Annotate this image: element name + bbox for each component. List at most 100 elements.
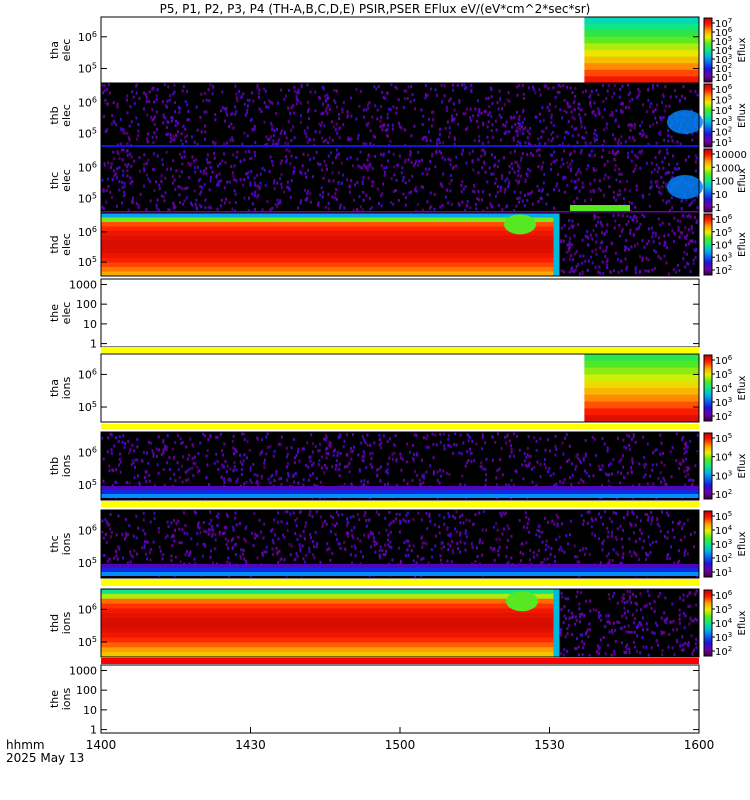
heatmap-cell [646,442,649,446]
heatmap-cell [385,165,388,169]
heatmap-cell [568,219,571,223]
heatmap-cell [162,553,165,557]
heatmap-cell [548,102,551,106]
heatmap-cell [103,89,106,93]
heatmap-cell [143,476,146,480]
heatmap-cell [311,175,314,179]
heatmap-cell [381,548,384,552]
heatmap-cell [172,92,175,96]
heatmap-cell [684,235,687,239]
heatmap-cell [127,208,130,212]
heatmap-cell [290,128,293,132]
heatmap-cell [539,475,542,479]
heatmap-cell [343,482,346,486]
heatmap-cell [612,458,615,462]
heatmap-cell [216,174,219,178]
heatmap-cell [673,232,676,236]
heatmap-cell [594,128,597,132]
heatmap-cell [322,111,325,115]
heatmap-cell [653,249,656,253]
heatmap-cell [279,131,282,135]
heatmap-cell [110,433,113,437]
heatmap-cell [552,206,555,210]
heatmap-cell [600,223,603,227]
heatmap-cell [308,116,311,120]
heatmap-cell [665,104,668,108]
heatmap-cell [550,547,553,551]
heatmap-cell [511,167,514,171]
heatmap-cell [151,87,154,91]
heatmap-cell [299,549,302,553]
heatmap-cell [127,440,130,444]
heatmap-cell [353,526,356,530]
heatmap-cell [235,480,238,484]
heatmap-cell [114,172,117,176]
heatmap-cell [634,268,637,272]
heatmap-cell [413,433,416,437]
heatmap-cell [165,133,168,137]
heatmap-cell [669,95,672,99]
heatmap-cell [618,189,621,193]
heatmap-cell [471,160,474,164]
heatmap-cell [395,459,398,463]
heatmap-cell [588,510,591,514]
heatmap-cell [169,140,172,144]
heatmap-cell [120,127,123,131]
y-tick-label: 105 [78,61,97,75]
heatmap-cell [499,96,502,100]
heatmap-cell [541,530,544,534]
heatmap-cell [355,207,358,211]
heatmap-cell [278,477,281,481]
heatmap-cell [689,439,692,443]
heatmap-cell [458,533,461,537]
heatmap-cell [389,108,392,112]
heatmap-cell [554,445,557,449]
heatmap-cell [297,481,300,485]
heatmap-cell [589,233,592,237]
heatmap-cell [263,550,266,554]
heatmap-cell [607,593,610,597]
heatmap-cell [151,108,154,112]
heatmap-cell [480,111,483,115]
heatmap-cell [408,179,411,183]
heatmap-cell [232,525,235,529]
heatmap-cell [563,478,566,482]
heatmap-cell [188,562,191,566]
heatmap-cell [432,470,435,474]
heatmap-cell [116,105,119,109]
heatmap-cell [126,142,129,146]
heatmap-cell [403,541,406,545]
heatmap-cell [677,228,680,232]
heatmap-cell [481,467,484,471]
heatmap-cell [406,511,409,515]
heatmap-cell [136,474,139,478]
heatmap-cell [292,171,295,175]
heatmap-cell [390,83,393,87]
heatmap-cell [632,496,635,500]
heatmap-cell [507,527,510,531]
heatmap-cell [695,603,698,607]
heatmap-cell [607,473,610,477]
heatmap-cell [385,134,388,138]
heatmap-cell [522,477,525,481]
heatmap-cell [508,439,511,443]
heatmap-cell [352,198,355,202]
heatmap-cell [246,134,249,138]
heatmap-cell [606,263,609,267]
heatmap-cell [584,126,587,130]
heatmap-cell [340,181,343,185]
heatmap-cell [267,477,270,481]
heatmap-cell [585,547,588,551]
heatmap-cell [245,561,248,565]
heatmap-cell [692,231,695,235]
heatmap-cell [647,269,650,273]
heatmap-cell [583,136,586,140]
heatmap-cell [294,519,297,523]
heatmap-cell [239,178,242,182]
heatmap-cell [524,141,527,145]
heatmap-cell [658,166,661,170]
heatmap-cell [235,110,238,114]
heatmap-cell [620,537,623,541]
heatmap-cell [586,229,589,233]
heatmap-cell [522,110,525,114]
